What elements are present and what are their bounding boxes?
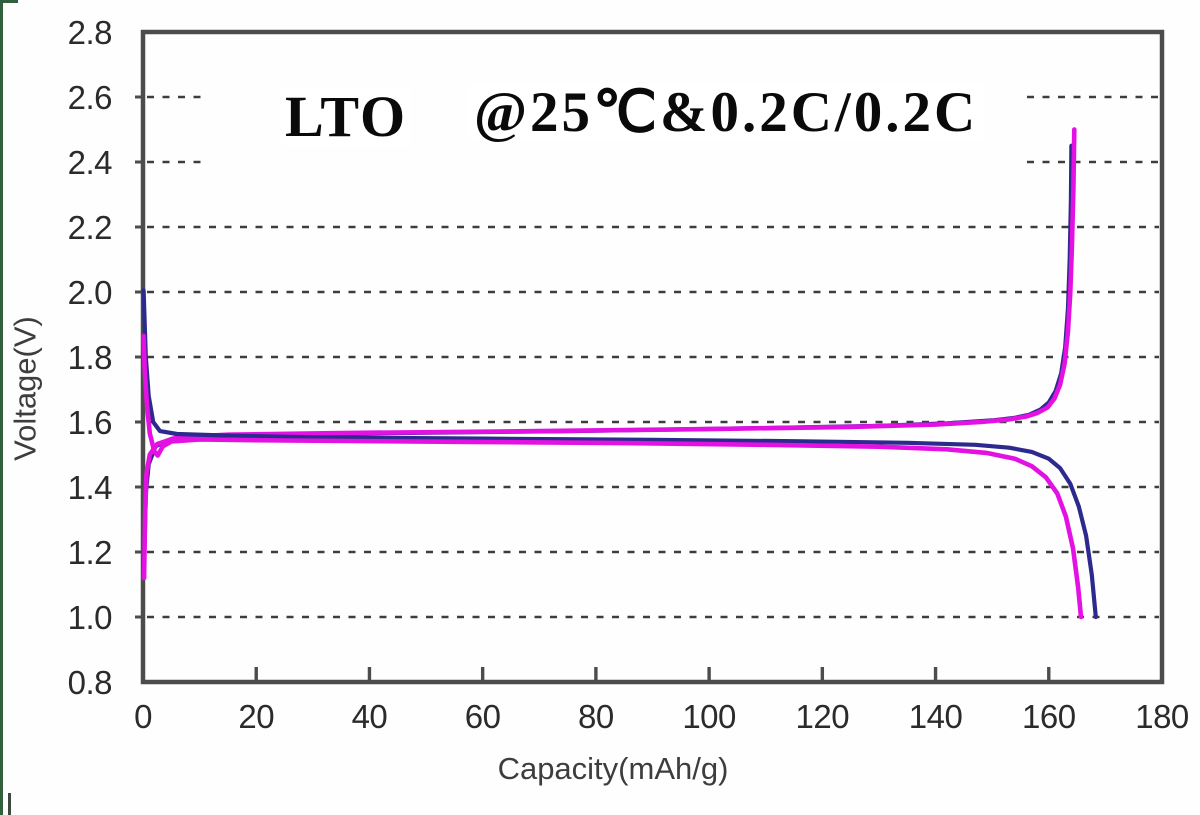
y-tick-label: 1.4 <box>67 469 113 506</box>
x-tick-label: 120 <box>795 698 850 735</box>
scan-border-top-artifact <box>0 0 18 3</box>
y-tick-label: 1.2 <box>67 534 113 571</box>
y-tick-label: 1.8 <box>67 339 113 376</box>
x-tick-label: 20 <box>238 698 275 735</box>
x-tick-label: 40 <box>351 698 388 735</box>
y-tick-label: 0.8 <box>67 664 113 701</box>
x-tick-label: 140 <box>908 698 963 735</box>
discharge-curve-blue <box>141 288 1098 620</box>
y-tick-label: 2.8 <box>67 14 113 51</box>
y-tick-label: 2.4 <box>67 144 113 181</box>
y-tick-label: 2.2 <box>67 209 113 246</box>
charge-curve-blue <box>142 143 1074 568</box>
chart-title-material: LTO <box>281 88 412 146</box>
x-tick-label: 160 <box>1021 698 1076 735</box>
discharge-curve-magenta <box>141 333 1084 620</box>
x-tick-label: 180 <box>1135 698 1189 735</box>
charge-curve-magenta <box>141 127 1077 581</box>
y-tick-label: 1.0 <box>67 599 113 636</box>
x-tick-label: 0 <box>134 698 152 735</box>
y-tick-label: 1.6 <box>67 404 113 441</box>
chart-title-conditions: @25℃&0.2C/0.2C <box>468 84 985 141</box>
x-tick-label: 100 <box>682 698 736 735</box>
y-tick-label: 2.6 <box>67 79 113 116</box>
scan-border-bottom-artifact <box>8 793 11 815</box>
y-axis-title: Voltage(V) <box>7 316 43 461</box>
x-axis-title: Capacity(mAh/g) <box>497 751 729 786</box>
scan-border-left-artifact <box>0 0 3 815</box>
x-tick-label: 60 <box>464 698 501 735</box>
x-tick-label: 80 <box>578 698 614 735</box>
y-tick-label: 2.0 <box>67 274 113 311</box>
